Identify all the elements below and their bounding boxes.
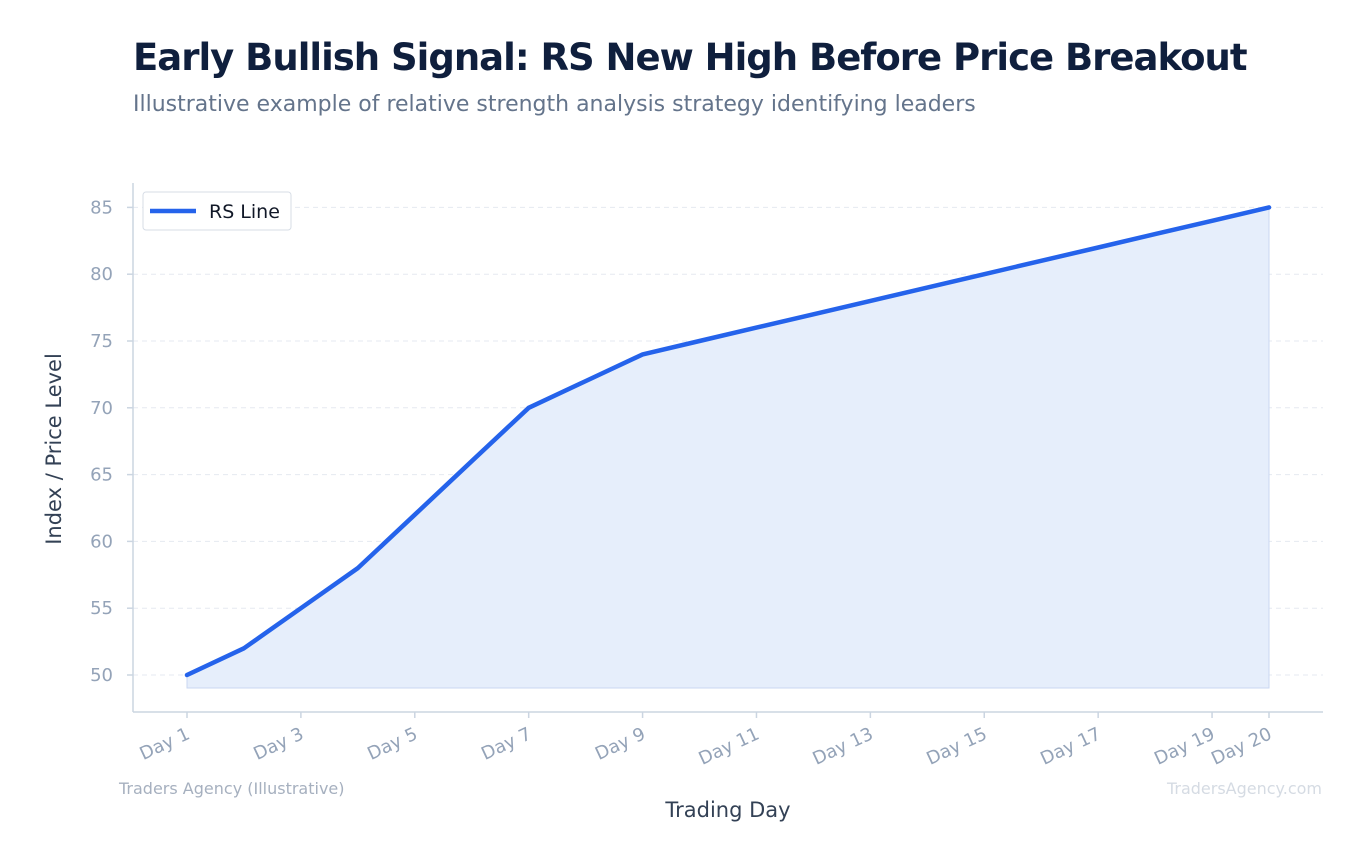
x-tick-label: Day 3 xyxy=(250,723,307,764)
x-axis-title: Trading Day xyxy=(664,798,790,822)
chart-subtitle: Illustrative example of relative strengt… xyxy=(133,92,976,117)
y-tick-label: 60 xyxy=(90,531,113,552)
y-tick-label: 75 xyxy=(90,331,113,352)
y-tick-label: 85 xyxy=(90,197,113,218)
x-tick-label: Day 5 xyxy=(364,723,421,764)
y-tick-label: 80 xyxy=(90,264,113,285)
footer-watermark: TradersAgency.com xyxy=(1166,779,1322,798)
x-tick-label: Day 13 xyxy=(809,723,876,769)
rs-area-fill xyxy=(186,206,1270,689)
rs-line-series xyxy=(184,205,1272,678)
legend-label-rs-line: RS Line xyxy=(209,201,280,223)
x-tick-label: Day 15 xyxy=(923,723,990,769)
x-tick-label: Day 7 xyxy=(478,723,535,764)
x-tick-label: Day 19 xyxy=(1151,723,1218,769)
y-tick-label: 50 xyxy=(90,665,113,686)
chart-title: Early Bullish Signal: RS New High Before… xyxy=(133,36,1248,79)
x-tick-label: Day 9 xyxy=(592,723,649,764)
x-tick-label: Day 1 xyxy=(136,723,193,764)
y-axis-title: Index / Price Level xyxy=(42,353,66,545)
y-tick-label: 55 xyxy=(90,598,113,619)
y-axis-ticks: 50 55 60 65 70 75 80 85 xyxy=(90,197,133,686)
footer-credit: Traders Agency (Illustrative) xyxy=(119,779,345,798)
y-tick-label: 70 xyxy=(90,398,113,419)
legend-box xyxy=(142,191,292,231)
x-axis-ticks: Day 1 Day 3 Day 5 Day 7 Day 9 Day 11 Day 13 Day… xyxy=(136,712,1275,770)
legend: RS Line xyxy=(142,191,292,231)
x-tick-label: Day 20 xyxy=(1208,723,1275,769)
x-tick-label: Day 17 xyxy=(1037,723,1104,769)
x-tick-label: Day 11 xyxy=(696,723,763,769)
y-tick-label: 65 xyxy=(90,465,113,486)
